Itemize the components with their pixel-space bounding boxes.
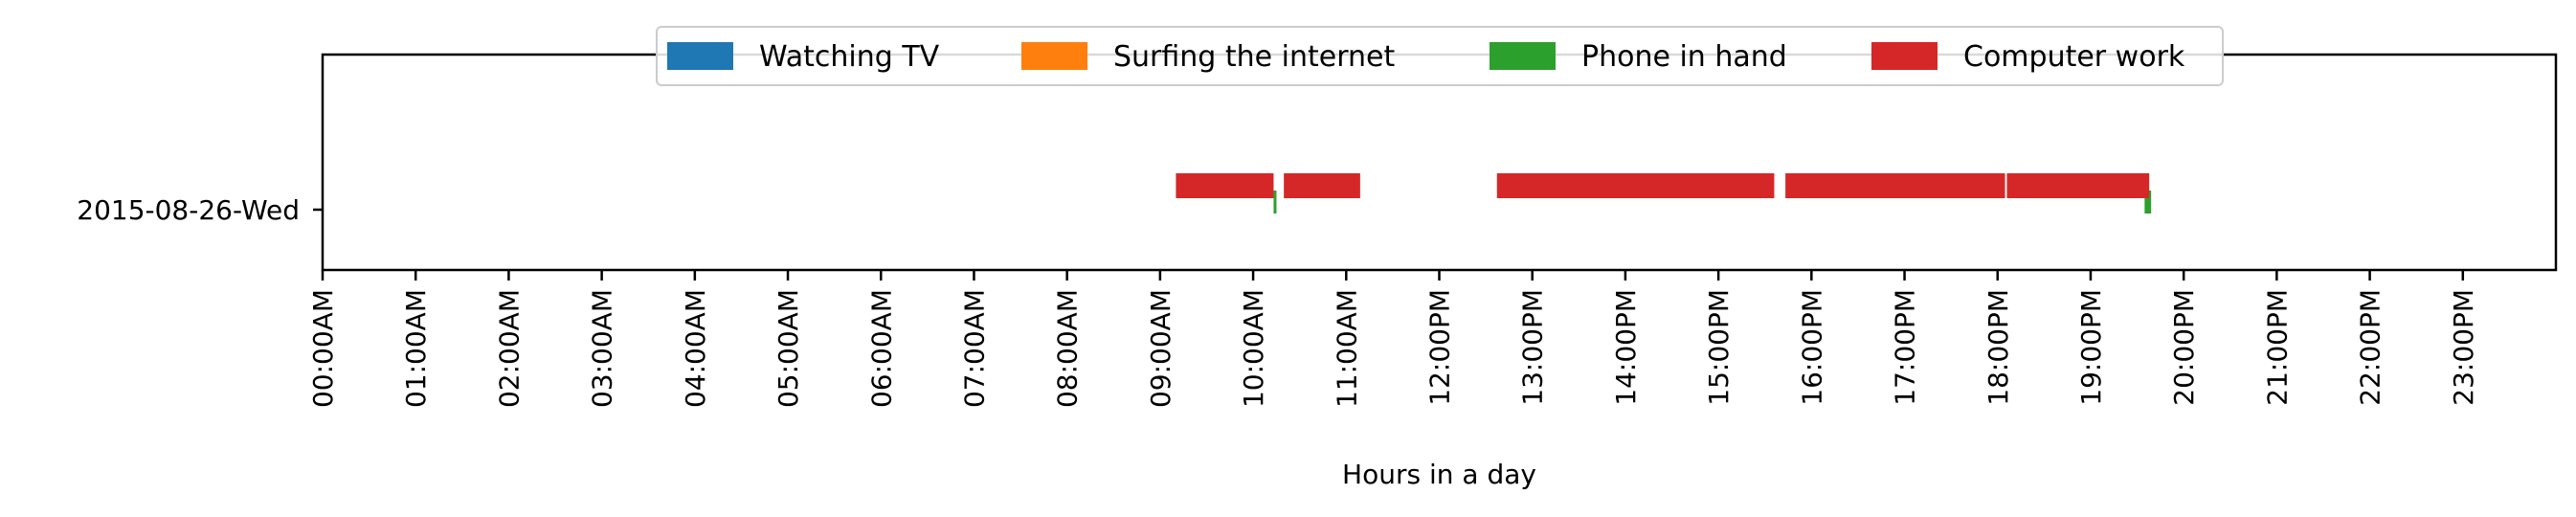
x-tick-label: 03:00AM [587, 289, 618, 408]
x-tick-label: 19:00PM [2075, 289, 2107, 406]
x-tick-label: 12:00PM [1424, 289, 1456, 406]
y-tick-label: 2015-08-26-Wed [77, 194, 300, 226]
legend-label: Phone in hand [1581, 40, 1787, 74]
x-tick-label: 17:00PM [1890, 289, 1921, 406]
x-tick-label: 13:00PM [1517, 289, 1549, 406]
x-tick-label: 23:00PM [2448, 289, 2479, 406]
phone-in-hand-interval-bar [2144, 191, 2152, 214]
x-tick-label: 14:00PM [1610, 289, 1642, 406]
x-tick-label: 18:00PM [1982, 289, 2014, 406]
x-axis: 00:00AM 01:00AM 02:00AM 03:00AM 04:00AM 05:00… [307, 270, 2479, 408]
legend-swatch [1871, 42, 1938, 70]
computer-work-interval-bar [1176, 173, 1274, 198]
legend-swatch [1021, 42, 1087, 70]
computer-work-interval-bar [1785, 173, 2005, 198]
x-tick-label: 16:00PM [1796, 289, 1827, 406]
x-tick-label: 01:00AM [400, 289, 432, 408]
computer-work-interval-bar [1496, 173, 1775, 198]
x-tick-label: 09:00AM [1145, 289, 1176, 408]
x-tick-label: 02:00AM [493, 289, 525, 408]
legend-label: Computer work [1963, 40, 2185, 74]
phone-in-hand-interval-bar [1273, 191, 1277, 214]
x-tick-label: 07:00AM [958, 289, 990, 408]
computer-work-interval-bar [1284, 173, 1360, 198]
legend-box [656, 26, 2224, 86]
x-tick-label: 00:00AM [307, 289, 339, 408]
plot-frame [321, 53, 2558, 272]
x-tick-label: 22:00PM [2355, 289, 2386, 406]
y-axis: 2015-08-26-Wed [77, 194, 323, 226]
plot-area [321, 53, 2558, 272]
x-tick-label: 08:00AM [1052, 289, 1084, 408]
legend-swatch [667, 42, 733, 70]
x-tick-label: 05:00AM [773, 289, 804, 408]
x-axis-title: Hours in a day [1342, 459, 1536, 490]
x-tick-label: 10:00AM [1238, 289, 1269, 408]
x-tick-label: 06:00AM [865, 289, 897, 408]
legend-label: Watching TV [759, 40, 940, 74]
computer-work-interval-bar [2006, 173, 2150, 198]
legend-swatch [1490, 42, 1556, 70]
x-tick-label: 15:00PM [1703, 289, 1735, 406]
x-tick-label: 11:00AM [1331, 289, 1362, 408]
legend-label: Surfing the internet [1113, 40, 1395, 74]
x-tick-label: 21:00PM [2261, 289, 2293, 406]
x-tick-label: 04:00AM [680, 289, 711, 408]
legend: Watching TV Surfing the internet Phone in … [656, 26, 2224, 86]
x-tick-label: 20:00PM [2168, 289, 2200, 406]
